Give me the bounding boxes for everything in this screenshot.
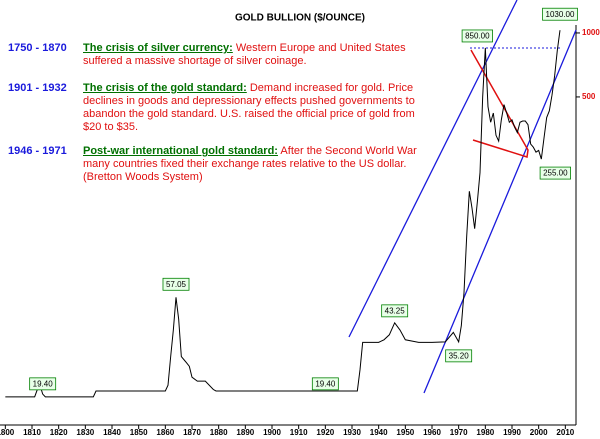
note-period: 1946 - 1971 bbox=[8, 145, 67, 157]
note-text: After the Second World War many countrie… bbox=[83, 145, 417, 183]
x-tick-label: 1860 bbox=[156, 428, 174, 437]
callout-box bbox=[539, 166, 571, 180]
note-text: Western Europe and United States suffere… bbox=[83, 42, 406, 67]
x-tick-label: 1830 bbox=[76, 428, 94, 437]
y-tick-label: 1000 bbox=[582, 28, 600, 37]
x-tick-label: 1980 bbox=[476, 428, 494, 437]
callout: 19.40 bbox=[29, 377, 57, 391]
callout-box bbox=[29, 377, 57, 391]
note: 1901 - 1932 The crisis of the gold standa… bbox=[8, 82, 428, 134]
callout: 255.00 bbox=[539, 166, 571, 180]
callout-label: 255.00 bbox=[543, 169, 568, 178]
note-heading: The crisis of silver currency: bbox=[83, 42, 233, 54]
callout-label: 35.20 bbox=[449, 351, 470, 360]
note-text: Demand increased for gold. Price decline… bbox=[83, 82, 415, 133]
trend-line bbox=[423, 29, 577, 394]
note-period: 1750 - 1870 bbox=[8, 42, 67, 54]
x-tick-label: 1950 bbox=[396, 428, 414, 437]
callout: 57.05 bbox=[162, 277, 190, 291]
callout-box bbox=[461, 29, 493, 43]
callout-box bbox=[311, 377, 339, 391]
wedge bbox=[470, 49, 529, 158]
note: 1946 - 1971 Post-war international gold s… bbox=[8, 145, 428, 184]
x-tick-label: 1840 bbox=[103, 428, 121, 437]
note-body: Post-war international gold standard: Af… bbox=[83, 145, 428, 184]
callout-label: 1030.00 bbox=[546, 10, 575, 19]
note-heading: Post-war international gold standard: bbox=[83, 145, 278, 157]
note-heading: The crisis of the gold standard: bbox=[83, 82, 247, 94]
chart-title: GOLD BULLION ($/OUNCE) bbox=[235, 13, 365, 24]
x-tick-label: 1900 bbox=[263, 428, 281, 437]
note: 1750 - 1870 The crisis of silver currency… bbox=[8, 42, 428, 68]
x-tick-label: 1820 bbox=[50, 428, 68, 437]
callout: 43.25 bbox=[381, 304, 409, 318]
note-period: 1901 - 1932 bbox=[8, 82, 67, 94]
x-tick-label: 1890 bbox=[236, 428, 254, 437]
y-tick-label: 500 bbox=[582, 92, 596, 101]
x-tick-label: 1800 bbox=[0, 428, 15, 437]
note-body: The crisis of the gold standard: Demand … bbox=[83, 82, 428, 134]
x-tick-label: 1910 bbox=[290, 428, 308, 437]
callout-box bbox=[162, 277, 190, 291]
callout-label: 43.25 bbox=[385, 306, 406, 315]
x-tick-label: 2000 bbox=[530, 428, 548, 437]
callout: 850.00 bbox=[461, 29, 493, 43]
x-tick-label: 1880 bbox=[210, 428, 228, 437]
callout-box bbox=[381, 304, 409, 318]
callout: 19.40 bbox=[311, 377, 339, 391]
x-tick-label: 1930 bbox=[343, 428, 361, 437]
callout-box bbox=[542, 7, 578, 21]
x-tick-label: 1940 bbox=[370, 428, 388, 437]
callout-label: 19.40 bbox=[315, 379, 336, 388]
trend-line bbox=[348, 0, 518, 338]
x-tick-label: 2010 bbox=[556, 428, 574, 437]
x-tick-label: 1960 bbox=[423, 428, 441, 437]
x-tick-label: 1990 bbox=[503, 428, 521, 437]
x-tick-label: 1870 bbox=[183, 428, 201, 437]
x-tick-label: 1920 bbox=[316, 428, 334, 437]
x-tick-label: 1850 bbox=[130, 428, 148, 437]
price-line bbox=[5, 30, 561, 398]
x-tick-label: 1970 bbox=[450, 428, 468, 437]
callout-box bbox=[445, 349, 473, 363]
callout-label: 57.05 bbox=[166, 280, 187, 289]
callout-label: 19.40 bbox=[33, 379, 54, 388]
callout: 35.20 bbox=[445, 349, 473, 363]
x-tick-label: 1810 bbox=[23, 428, 41, 437]
plot-area: 1800 1810 1820 1830 1840 1850 1860 1870 1880 1890… bbox=[0, 7, 600, 437]
callout-label: 850.00 bbox=[465, 32, 490, 41]
note-body: The crisis of silver currency: Western E… bbox=[83, 42, 428, 68]
callout: 1030.00 bbox=[542, 7, 578, 21]
